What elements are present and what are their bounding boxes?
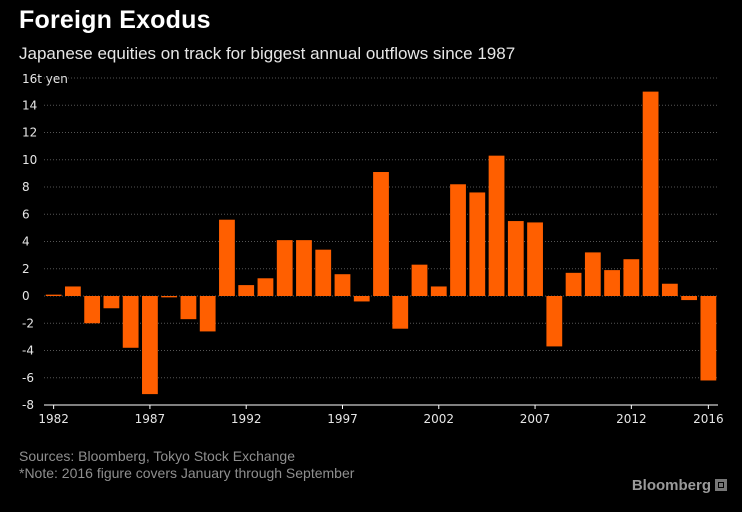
source-note: Sources: Bloomberg, Tokyo Stock Exchange [19, 448, 296, 464]
bar-2010 [584, 252, 601, 296]
bar-2016 [700, 296, 717, 381]
y-tick-label: 12 [22, 126, 37, 140]
bars [45, 91, 717, 395]
bar-1986 [122, 296, 139, 348]
bar-1991 [219, 219, 235, 296]
bar-1982 [45, 294, 62, 296]
bar-1990 [199, 296, 216, 332]
bar-1996 [315, 249, 332, 296]
y-tick-label: 0 [22, 289, 30, 303]
x-tick-label: 2016 [693, 412, 724, 426]
bar-1983 [64, 286, 81, 296]
x-tick-label: 2007 [520, 412, 551, 426]
y-tick-label: 14 [22, 98, 37, 112]
x-tick-label: 1997 [327, 412, 358, 426]
logo-icon [715, 479, 727, 491]
y-unit-label: 16t yen [22, 72, 68, 86]
bar-1985 [103, 296, 120, 309]
bar-1998 [353, 296, 370, 302]
x-axis: 1982 1987 1992 1997 2002 2007 2012 2016 [38, 404, 724, 426]
bar-1984 [84, 296, 101, 324]
bar-2011 [604, 270, 620, 296]
y-tick-label: 2 [22, 262, 30, 276]
bar-2015 [681, 296, 698, 301]
y-tick-label: -2 [22, 316, 34, 330]
bar-2000 [392, 296, 409, 329]
y-tick-label: -6 [22, 371, 34, 385]
y-tick-label: 10 [22, 153, 37, 167]
bar-2007 [527, 222, 543, 296]
y-tick-label: 8 [22, 180, 30, 194]
bar-1987 [142, 296, 158, 395]
bar-1997 [334, 274, 351, 296]
x-tick-label: 1982 [38, 412, 69, 426]
bar-2012 [623, 259, 640, 296]
y-tick-label: 6 [22, 207, 30, 221]
x-tick-label: 1987 [135, 412, 166, 426]
bar-2006 [507, 221, 524, 296]
y-axis-ticks: 14 12 10 8 6 4 2 0 -2 -4 -6 -8 [22, 98, 37, 412]
bar-1993 [257, 278, 274, 296]
bar-1992 [238, 285, 255, 296]
logo-text: Bloomberg [631, 477, 711, 494]
bar-2013 [642, 91, 659, 296]
bar-1994 [276, 240, 293, 296]
bar-2001 [411, 264, 428, 296]
footnote: *Note: 2016 figure covers January throug… [19, 465, 355, 481]
x-tick-label: 2012 [616, 412, 647, 426]
bar-1988 [161, 296, 178, 298]
y-tick-label: -8 [22, 398, 34, 412]
x-tick-label: 2002 [423, 412, 454, 426]
bar-2004 [469, 192, 486, 296]
bar-2002 [430, 286, 447, 296]
chart-title: Foreign Exodus [19, 6, 211, 34]
bar-2003 [450, 184, 466, 296]
chart-subtitle: Japanese equities on track for biggest a… [19, 44, 516, 63]
y-tick-label: -4 [22, 344, 34, 358]
bar-1999 [373, 172, 389, 296]
bar-2009 [565, 272, 582, 296]
x-tick-label: 1992 [231, 412, 262, 426]
bar-2014 [661, 283, 678, 296]
y-tick-label: 4 [22, 235, 30, 249]
bloomberg-logo: Bloomberg [632, 477, 727, 494]
bar-1995 [296, 240, 312, 296]
bar-2008 [546, 296, 563, 347]
bar-1989 [180, 296, 197, 320]
bar-2005 [488, 155, 505, 296]
